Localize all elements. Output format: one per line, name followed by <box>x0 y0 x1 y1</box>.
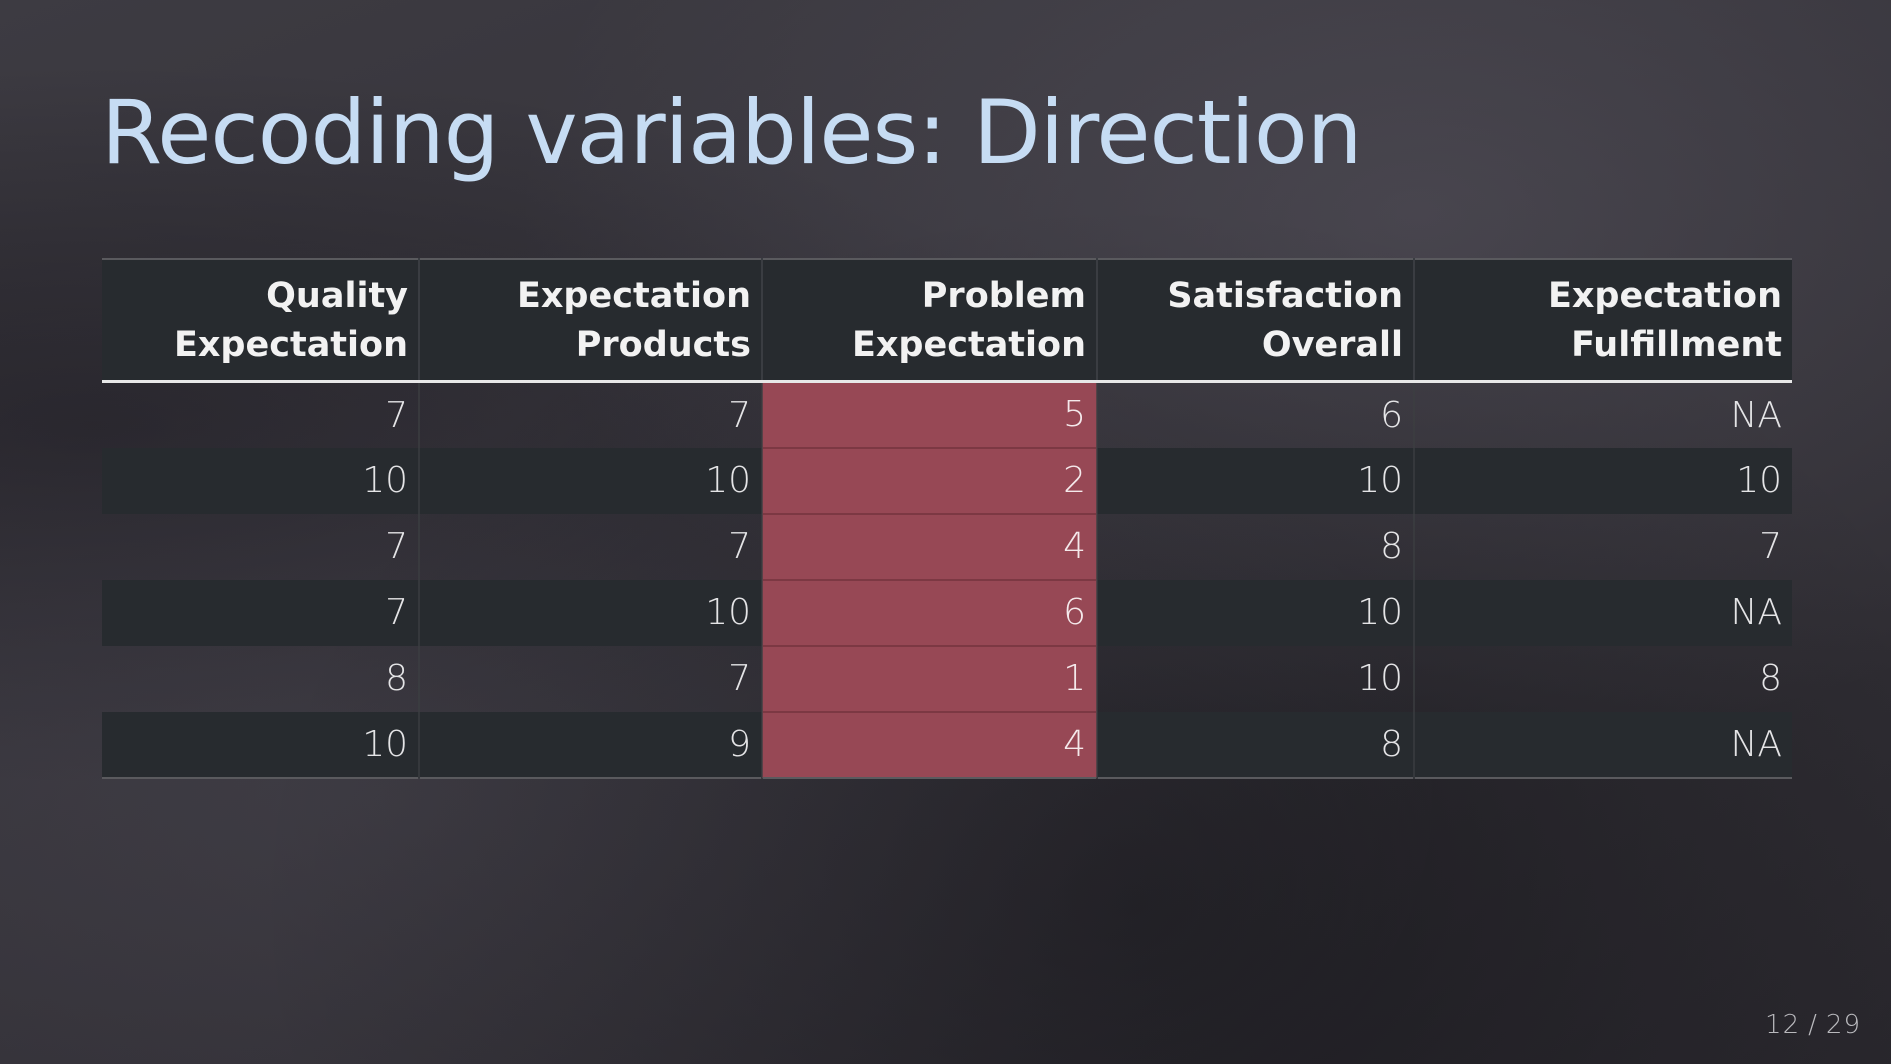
table-cell: 8 <box>1096 514 1414 580</box>
table-cell-highlighted: 4 <box>761 513 1097 580</box>
table-cell: NA <box>1413 712 1792 778</box>
header-line: Expectation <box>851 325 1086 365</box>
table-cell-highlighted: 2 <box>761 447 1097 514</box>
table-cell: 10 <box>1096 580 1414 646</box>
table-row: 10 9 4 8 NA <box>102 711 1792 778</box>
header-line: Expectation <box>173 325 408 365</box>
table-cell: 7 <box>385 394 408 436</box>
page-total: 29 <box>1825 1010 1861 1040</box>
table-cell: NA <box>1413 381 1792 448</box>
table-cell: 10 <box>418 580 762 646</box>
page-current: 12 <box>1765 1010 1801 1040</box>
table-cell: 10 <box>1413 448 1792 514</box>
header-line: Quality <box>266 276 408 316</box>
table-cell: 8 <box>385 658 408 699</box>
table-row: 7 7 5 6 NA <box>102 380 1792 448</box>
table-row: 7 10 6 10 NA <box>102 579 1792 646</box>
table-cell: 7 <box>418 381 762 448</box>
table-cell-highlighted: 1 <box>761 645 1097 712</box>
data-table: Quality Expectation Expectation Products… <box>102 258 1792 779</box>
header-line: Overall <box>1261 325 1403 365</box>
table-cell-highlighted: 4 <box>761 711 1097 778</box>
header-line: Products <box>575 325 751 365</box>
table-row: 10 10 2 10 10 <box>102 447 1792 514</box>
header-quality-expectation: Quality Expectation <box>102 259 419 383</box>
header-line: Expectation <box>1547 276 1782 316</box>
table-cell: 10 <box>418 448 762 514</box>
header-line: Problem <box>921 276 1086 316</box>
header-line: Expectation <box>516 276 751 316</box>
header-satisfaction-overall: Satisfaction Overall <box>1096 259 1414 383</box>
header-problem-expectation: Problem Expectation <box>761 259 1097 383</box>
table-row: 8 7 1 10 8 <box>102 645 1792 712</box>
page-separator: / <box>1808 1010 1818 1040</box>
table-cell: 6 <box>1096 381 1414 448</box>
slide-title: Recoding variables: Direction <box>101 81 1362 184</box>
header-line: Fulfillment <box>1571 325 1782 365</box>
table-cell: 9 <box>418 712 762 778</box>
table-cell: 7 <box>418 646 762 712</box>
table-cell: 8 <box>1096 712 1414 778</box>
table-cell: 7 <box>385 526 408 567</box>
table-header-row: Quality Expectation Expectation Products… <box>102 259 1792 383</box>
table-cell: 7 <box>102 580 419 646</box>
table-cell-highlighted: 6 <box>761 579 1097 646</box>
table-cell: 10 <box>1096 646 1414 712</box>
table-cell: 10 <box>102 712 419 778</box>
table-cell-highlighted: 5 <box>761 380 1097 448</box>
table-cell: 7 <box>1413 514 1792 580</box>
table-cell: 8 <box>1413 646 1792 712</box>
table-cell: NA <box>1413 580 1792 646</box>
table-cell: 7 <box>418 514 762 580</box>
table-cell: 10 <box>102 448 419 514</box>
table-cell: 10 <box>1096 448 1414 514</box>
page-number: 12/29 <box>1765 1010 1861 1040</box>
header-expectation-products: Expectation Products <box>418 259 762 383</box>
header-line: Satisfaction <box>1167 276 1403 316</box>
header-expectation-fulfillment: Expectation Fulfillment <box>1413 259 1792 383</box>
table-row: 7 7 4 8 7 <box>102 513 1792 580</box>
